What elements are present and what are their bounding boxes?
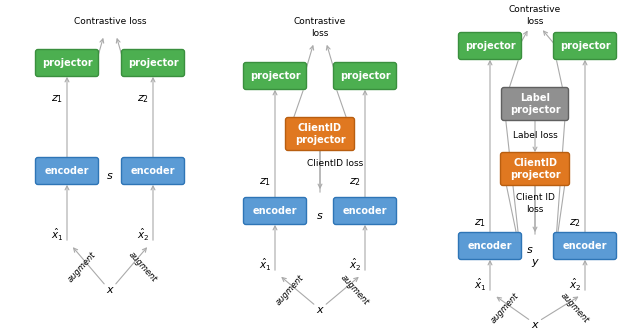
Text: $x$: $x$ [316,305,324,315]
Text: Contrastive loss: Contrastive loss [74,17,147,26]
Text: augment: augment [127,250,159,284]
Text: encoder: encoder [131,166,175,176]
Text: encoder: encoder [45,166,89,176]
Text: loss: loss [526,204,544,213]
FancyBboxPatch shape [243,198,307,224]
Text: $x$: $x$ [106,285,115,295]
Text: $\hat{x}_2$: $\hat{x}_2$ [349,257,361,273]
FancyBboxPatch shape [554,32,616,60]
Text: encoder: encoder [468,241,512,251]
Text: ClientID
projector: ClientID projector [509,158,560,180]
Text: $\hat{x}_1$: $\hat{x}_1$ [51,227,63,243]
Text: $\hat{x}_2$: $\hat{x}_2$ [137,227,149,243]
Text: augment: augment [559,291,591,325]
Text: $s$: $s$ [106,171,114,181]
Text: augment: augment [489,291,521,325]
FancyBboxPatch shape [458,232,522,260]
Text: projector: projector [250,71,300,81]
Text: projector: projector [128,58,179,68]
Text: Contrastive: Contrastive [294,17,346,26]
FancyBboxPatch shape [458,32,522,60]
Text: augment: augment [274,273,306,307]
FancyBboxPatch shape [333,63,397,89]
Text: Client ID: Client ID [516,194,554,202]
FancyBboxPatch shape [122,157,184,185]
Text: Label
projector: Label projector [509,93,560,115]
Text: projector: projector [340,71,390,81]
Text: projector: projector [560,41,611,51]
Text: $z_2$: $z_2$ [349,176,361,188]
Text: $s$: $s$ [526,245,534,255]
Text: augment: augment [339,273,371,307]
Text: $\hat{x}_2$: $\hat{x}_2$ [569,277,581,293]
Text: Contrastive: Contrastive [509,5,561,14]
Text: $z_1$: $z_1$ [51,93,63,105]
Text: encoder: encoder [253,206,297,216]
Text: $y$: $y$ [531,257,540,269]
FancyBboxPatch shape [243,63,307,89]
Text: augment: augment [66,250,98,284]
Text: loss: loss [311,28,329,38]
Text: $\hat{x}_1$: $\hat{x}_1$ [259,257,271,273]
FancyBboxPatch shape [35,157,99,185]
FancyBboxPatch shape [333,198,397,224]
Text: $x$: $x$ [531,320,540,330]
Text: projector: projector [42,58,92,68]
Text: $z_2$: $z_2$ [137,93,149,105]
Text: projector: projector [465,41,515,51]
Text: encoder: encoder [563,241,607,251]
FancyBboxPatch shape [554,232,616,260]
Text: encoder: encoder [343,206,387,216]
FancyBboxPatch shape [502,87,568,121]
Text: $z_1$: $z_1$ [259,176,271,188]
Text: Label loss: Label loss [513,131,557,139]
Text: $\hat{x}_1$: $\hat{x}_1$ [474,277,486,293]
Text: ClientID loss: ClientID loss [307,158,363,168]
FancyBboxPatch shape [35,50,99,76]
Text: $s$: $s$ [316,211,324,221]
Text: loss: loss [526,16,544,25]
Text: $z_2$: $z_2$ [569,217,581,229]
Text: $z_1$: $z_1$ [474,217,486,229]
FancyBboxPatch shape [285,118,355,150]
FancyBboxPatch shape [500,152,570,186]
FancyBboxPatch shape [122,50,184,76]
Text: ClientID
projector: ClientID projector [294,123,346,145]
